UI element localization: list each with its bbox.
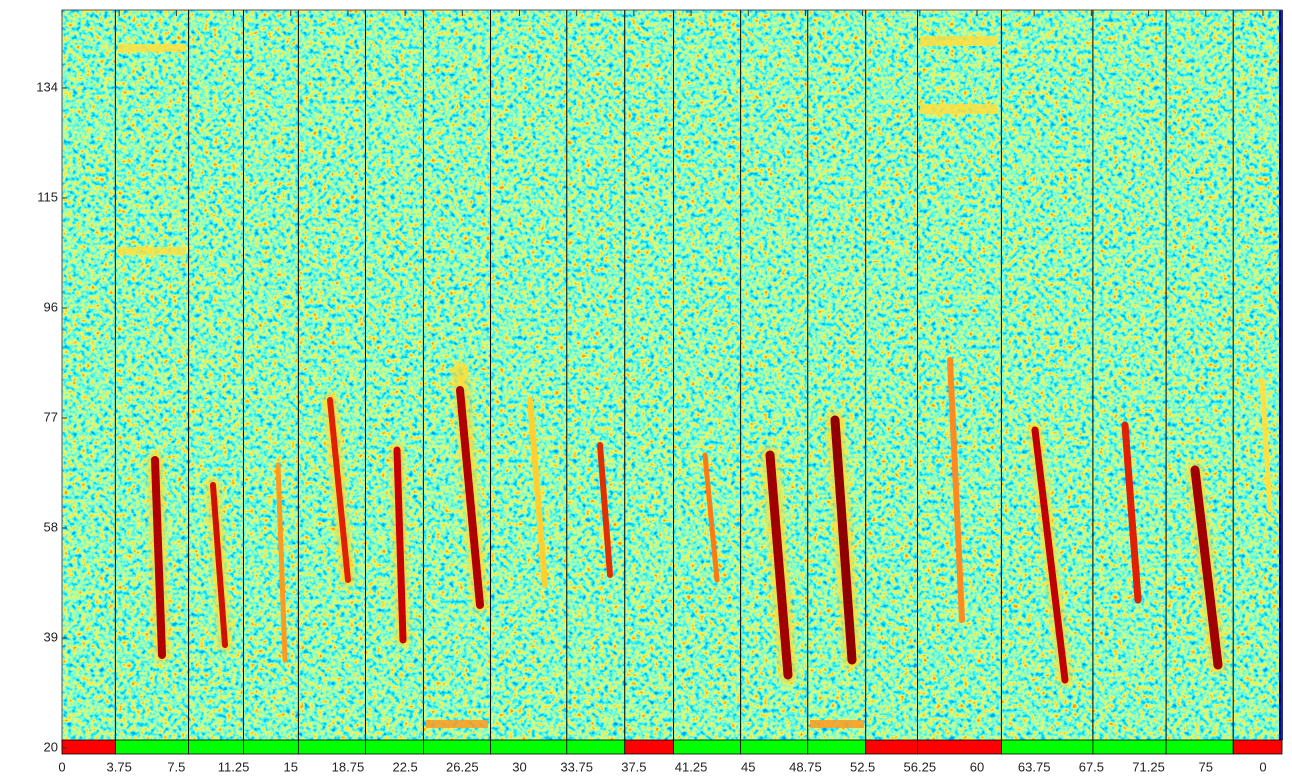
band (426, 720, 488, 728)
x-tick-label: 22.5 (392, 759, 417, 774)
x-tick-label: 3.75 (107, 759, 132, 774)
y-tick-label: 20 (44, 739, 58, 754)
status-segment (740, 739, 809, 755)
call (1259, 377, 1273, 513)
x-tick-label: 75 (1199, 759, 1213, 774)
status-segment (365, 739, 424, 755)
call (1121, 421, 1142, 604)
x-tick-label: 26.25 (446, 759, 479, 774)
status-segment (188, 739, 244, 755)
x-tick-label: 56.25 (904, 759, 937, 774)
x-tick-label: 0 (1259, 759, 1266, 774)
x-tick-label: 60 (970, 759, 984, 774)
y-tick-label: 39 (44, 629, 58, 644)
call (1190, 465, 1223, 670)
call (702, 452, 720, 583)
plot-area (62, 10, 1282, 740)
status-segment (807, 739, 867, 755)
x-tick-label: 67.5 (1079, 759, 1104, 774)
status-segment (423, 739, 491, 755)
x-tick-label: 0 (58, 759, 65, 774)
status-segment (566, 739, 626, 755)
band (920, 36, 998, 46)
edge (1279, 10, 1283, 740)
status-segment (297, 739, 366, 755)
band (920, 104, 998, 114)
y-tick-label: 58 (44, 519, 58, 534)
x-tick-label: 30 (512, 759, 526, 774)
y-tick-label: 115 (37, 189, 58, 204)
x-tick-label: 7.5 (167, 759, 185, 774)
call (1031, 426, 1069, 684)
noise (62, 10, 1282, 740)
band (118, 247, 186, 255)
status-segment (624, 739, 674, 755)
status-segment (61, 739, 116, 755)
x-tick-label: 52.5 (850, 759, 875, 774)
x-tick-label: 18.75 (332, 759, 365, 774)
call (275, 462, 288, 663)
status-segment (243, 739, 299, 755)
status-segment (1001, 739, 1094, 755)
calls (147, 357, 1273, 687)
call (210, 482, 228, 648)
call (947, 357, 965, 623)
x-tick-label: 48.75 (789, 759, 822, 774)
status-segment (1165, 739, 1234, 755)
y-tick-label: 96 (44, 299, 58, 314)
band (118, 44, 186, 52)
status-segment (114, 739, 189, 755)
call (765, 450, 793, 680)
x-tick-label: 11.25 (218, 759, 250, 774)
status-segment (673, 739, 742, 755)
band (810, 720, 864, 728)
y-tick-label: 134 (36, 79, 58, 94)
call (527, 397, 548, 588)
x-tick-label: 15 (284, 759, 298, 774)
x-tick-label: 37.5 (621, 759, 646, 774)
x-tick-label: 45 (741, 759, 755, 774)
call (327, 397, 351, 583)
call (393, 446, 407, 644)
call (456, 386, 484, 609)
status-segment (1232, 739, 1283, 755)
call (597, 442, 613, 578)
bands (118, 36, 998, 728)
x-tick-label: 63.75 (1018, 759, 1051, 774)
y-tick-label: 77 (44, 409, 58, 424)
x-tick-label: 33.75 (560, 759, 593, 774)
call (830, 415, 857, 665)
status-segment (490, 739, 568, 755)
status-segment (917, 739, 1002, 755)
call (151, 456, 166, 659)
x-tick-label: 71.25 (1132, 759, 1165, 774)
status-segment (865, 739, 918, 755)
status-segment (1092, 739, 1167, 755)
x-tick-label: 41.25 (675, 759, 708, 774)
